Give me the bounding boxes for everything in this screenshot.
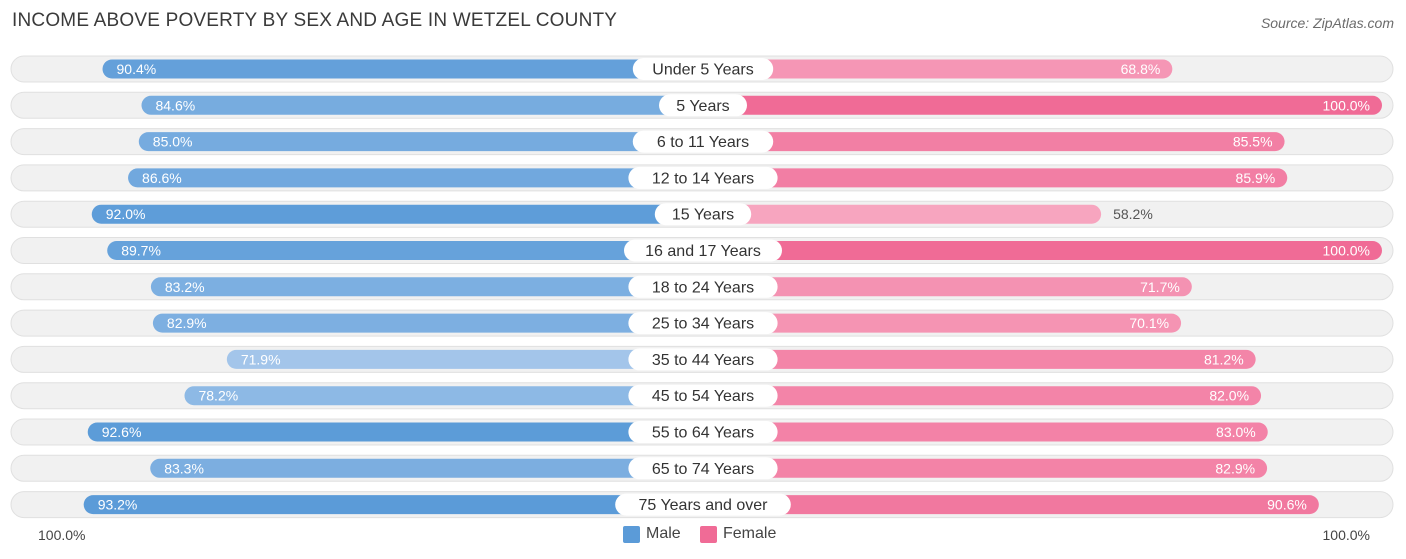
male-value-label: 86.6% [142,170,182,186]
axis-right-label: 100.0% [1322,527,1370,543]
category-label-pill [654,203,752,226]
female-bar [710,313,1182,333]
category-label-pill [628,312,778,335]
male-value-label: 83.2% [165,279,205,295]
category-label: 75 Years and over [639,497,769,514]
category-label-pill [628,421,778,443]
male-bar [107,241,710,260]
category-label: 6 to 11 Years [657,134,749,151]
category-label: 35 to 44 Years [652,352,754,369]
legend-label-male: Male [646,525,681,542]
female-value-label: 100.0% [1323,97,1370,113]
female-value-label: 68.8% [1121,61,1161,77]
male-bar [128,168,711,188]
category-label: 45 to 54 Years [652,388,754,405]
legend-swatch-female [700,525,717,543]
female-value-label: 82.0% [1209,388,1249,404]
category-label-pill [659,94,747,117]
female-bar [710,277,1192,297]
axis-left-label: 100.0% [38,527,86,543]
category-label-pill [628,384,778,407]
category-label-pill [628,457,778,480]
category-label: 12 to 14 Years [652,170,754,187]
female-value-label: 70.1% [1129,315,1169,331]
female-bar [710,422,1268,442]
male-value-label: 85.0% [153,134,193,150]
male-bar [141,95,710,115]
male-value-label: 82.9% [167,315,207,331]
female-value-label: 82.9% [1215,460,1255,476]
legend-swatch-male [623,525,640,543]
female-bar [710,349,1256,369]
male-bar [87,422,710,442]
male-bar [83,495,711,515]
female-bar [710,168,1288,188]
female-bar [710,241,1382,260]
male-value-label: 71.9% [241,351,281,367]
female-bar [710,59,1173,79]
category-label-pill [632,130,774,153]
source-label: Source: ZipAtlas.com [1260,15,1394,31]
legend-item-female: Female [700,525,776,543]
male-bar [226,349,710,369]
female-value-label: 71.7% [1140,279,1180,295]
category-label: 5 Years [676,98,729,115]
male-value-label: 93.2% [98,497,138,513]
male-bar [150,458,710,478]
female-bar [710,386,1262,406]
male-value-label: 78.2% [198,388,238,404]
male-value-label: 89.7% [121,243,161,259]
category-label: 55 to 64 Years [652,425,754,442]
chart-title: INCOME ABOVE POVERTY BY SEX AND AGE IN W… [12,10,618,31]
male-value-label: 90.4% [117,61,157,77]
legend-label-female: Female [723,525,777,542]
category-label-pill [615,493,791,516]
category-label: Under 5 Years [652,62,753,79]
female-bar [710,495,1319,515]
legend: Male Female [0,523,1406,547]
male-value-label: 92.0% [106,206,146,222]
female-value-label: 85.5% [1233,134,1273,150]
male-value-label: 83.3% [164,460,204,476]
category-label-pill [624,239,782,262]
female-value-label: 100.0% [1323,243,1370,259]
category-label-pill [628,166,778,189]
category-label-pill [628,275,778,298]
female-bar [710,95,1382,115]
category-label: 65 to 74 Years [652,461,754,478]
male-bar [152,313,711,333]
legend-item-male: Male [623,525,681,543]
category-label: 15 Years [672,207,734,224]
category-label: 25 to 34 Years [652,316,754,333]
category-label-pill [632,58,774,80]
male-bar [184,386,711,406]
male-value-label: 84.6% [155,97,195,113]
female-value-label: 90.6% [1267,497,1307,513]
female-bar [710,458,1268,478]
male-bar [102,59,710,79]
female-value-label: 58.2% [1113,206,1153,222]
male-bar [138,132,711,152]
female-bar [710,204,1102,224]
female-value-label: 85.9% [1236,170,1276,186]
category-label-pill [628,348,778,371]
male-bar [91,204,710,224]
female-bar [710,132,1285,152]
female-value-label: 81.2% [1204,351,1244,367]
category-label: 18 to 24 Years [652,279,754,296]
male-bar [150,277,710,297]
male-value-label: 92.6% [102,424,142,440]
category-label: 16 and 17 Years [645,243,761,260]
female-value-label: 83.0% [1216,424,1256,440]
diverging-bar-chart: 90.4% 68.8% Under 5 Years 84.6% 100.0% 5 Year… [10,55,1394,519]
